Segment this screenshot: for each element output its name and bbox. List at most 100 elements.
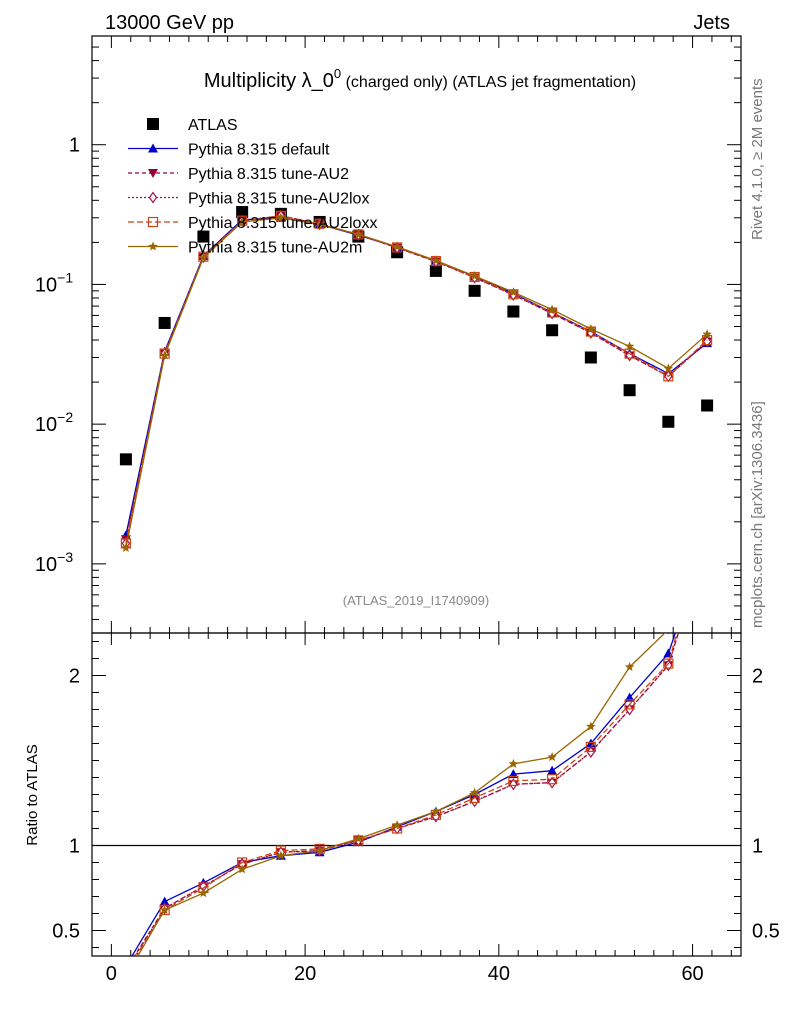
legend-label-default: Pythia 8.315 default (188, 142, 330, 159)
legend: ATLAS Pythia 8.315 default Pythia 8.315 tu… (128, 117, 377, 257)
atlas-data-point (119, 453, 132, 466)
y-tick-exponent: −1 (57, 269, 73, 285)
title-sub1: (charged only) (341, 74, 448, 91)
ratio-line-au2lox (134, 633, 680, 956)
ratio-point-au2loxx (663, 658, 674, 669)
ratio-series-group (121, 501, 712, 980)
series-point-au2loxx (275, 210, 286, 221)
series-point-au2m (392, 241, 402, 251)
ratio-point-au2m (159, 905, 170, 915)
chart-root: 13000 GeV pp Jets Multiplicity λ_00 (cha… (24, 12, 780, 985)
ratio-point-au2loxx (703, 518, 712, 527)
x-tick-label: 0 (106, 963, 117, 985)
y-tick-label: 1 (69, 135, 80, 157)
plot-title: Multiplicity λ_00 (charged only) (ATLAS … (204, 66, 636, 92)
mcplots-label: mcplots.cern.ch [arXiv:1306.3436] (749, 401, 766, 628)
atlas-data-point (623, 384, 636, 397)
ratio-tick-label-left: 1 (69, 836, 80, 858)
ratio-point-au2lox (704, 535, 711, 545)
series-point-au2loxx (237, 215, 248, 226)
legend-label-au2m: Pythia 8.315 tune-AU2m (188, 240, 362, 257)
legend-marker-au2lox (148, 191, 158, 204)
ratio-point-au2m (665, 633, 672, 634)
ratio-tick-label-left: 2 (69, 666, 80, 688)
ratio-point-au2m (392, 820, 402, 830)
ratio-point-au2m (547, 752, 557, 762)
title-sub2: (ATLAS jet fragmentation) (448, 74, 636, 91)
header-process: Jets (693, 12, 730, 34)
ratio-point-au2m (431, 806, 441, 816)
ratio-point-au2m (586, 721, 596, 731)
x-tick-label: 20 (294, 963, 316, 985)
ratio-point-au2 (702, 536, 712, 545)
y-tick-mantissa: 10 (35, 274, 57, 296)
ratio-point-au2m (237, 864, 247, 874)
series-line-au2m (125, 217, 708, 549)
ratio-point-au2m (198, 888, 209, 898)
atlas-data-point (429, 264, 442, 277)
rivet-label: Rivet 4.1.0, ≥ 2M events (749, 78, 766, 240)
ratio-point-au2m (702, 501, 712, 510)
ratio-point-au2lox (509, 778, 518, 791)
series-point-au2m (431, 255, 441, 265)
series-point-au2loxx (624, 348, 635, 359)
legend-marker-au2loxx (147, 216, 159, 228)
series-point-au2m (469, 271, 480, 280)
y-tick-mantissa: 10 (35, 554, 57, 576)
series-point-au2m (508, 287, 519, 297)
ratio-tick-label-right: 2 (752, 666, 763, 688)
series-point-au2loxx (663, 371, 674, 382)
legend-marker-au2m (148, 241, 158, 251)
ratio-ylabel: Ratio to ATLAS (24, 744, 41, 845)
series-point-au2m (586, 324, 596, 333)
atlas-data-point (546, 324, 559, 337)
y-tick-mantissa: 1 (69, 135, 80, 157)
ratio-point-default (547, 765, 558, 775)
main-series-group (119, 205, 714, 552)
legend-marker-atlas (147, 118, 159, 130)
legend-marker-au2 (148, 169, 158, 178)
series-point-au2m (237, 217, 247, 226)
atlas-data-point (236, 205, 249, 218)
y-tick-mantissa: 10 (35, 414, 57, 436)
ratio-point-au2loxx (585, 741, 596, 753)
ratio-point-au2loxx (624, 699, 635, 710)
atlas-data-point (662, 415, 675, 428)
atlas-data-point (701, 399, 714, 412)
title-main: Multiplicity λ_0 (204, 70, 334, 92)
series-point-au2m (314, 219, 325, 229)
legend-label-au2loxx: Pythia 8.315 tune-AU2loxx (188, 215, 377, 232)
atlas-data-point (468, 284, 481, 297)
title-superscript: 0 (334, 66, 341, 81)
y-tick-label: 10−3 (35, 549, 73, 576)
ratio-point-default (121, 961, 131, 970)
series-point-au2m (353, 229, 364, 239)
header-energy: 13000 GeV pp (105, 12, 234, 34)
x-tick-label: 60 (681, 963, 703, 985)
ratio-point-au2m (121, 971, 131, 980)
ratio-point-default (159, 896, 170, 906)
series-line-au2 (125, 215, 708, 540)
series-point-au2loxx (198, 251, 209, 262)
ratio-line-au2m (137, 633, 666, 956)
series-line-au2loxx (125, 215, 708, 544)
legend-label-au2lox: Pythia 8.315 tune-AU2lox (188, 191, 369, 208)
ratio-point-au2loxx (121, 969, 130, 978)
series-point-au2m (121, 542, 131, 552)
ratio-point-au2lox (547, 776, 557, 789)
series-point-au2m (702, 329, 712, 339)
atlas-data-point (507, 305, 520, 318)
series-line-default (125, 217, 708, 536)
ratio-tick-label-right: 0.5 (752, 921, 780, 943)
y-tick-exponent: −3 (57, 549, 73, 565)
legend-label-au2: Pythia 8.315 tune-AU2 (188, 166, 349, 183)
ratio-tick-label-left: 0.5 (52, 921, 80, 943)
series-point-au2m (663, 363, 674, 373)
series-line-au2lox (125, 215, 708, 544)
ratio-point-au2m (276, 850, 286, 860)
legend-marker-default (148, 143, 158, 153)
ratio-line-au2loxx (135, 633, 678, 956)
ratio-point-au2loxx (508, 775, 519, 787)
legend-label-atlas: ATLAS (188, 117, 238, 134)
